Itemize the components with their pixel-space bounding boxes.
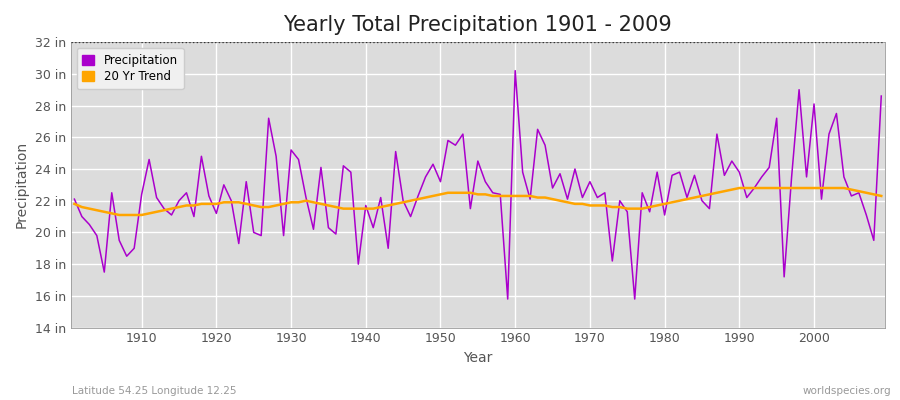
Legend: Precipitation, 20 Yr Trend: Precipitation, 20 Yr Trend (76, 48, 184, 89)
Y-axis label: Precipitation: Precipitation (15, 141, 29, 228)
Text: worldspecies.org: worldspecies.org (803, 386, 891, 396)
Text: Latitude 54.25 Longitude 12.25: Latitude 54.25 Longitude 12.25 (72, 386, 237, 396)
Title: Yearly Total Precipitation 1901 - 2009: Yearly Total Precipitation 1901 - 2009 (284, 15, 672, 35)
X-axis label: Year: Year (464, 351, 492, 365)
